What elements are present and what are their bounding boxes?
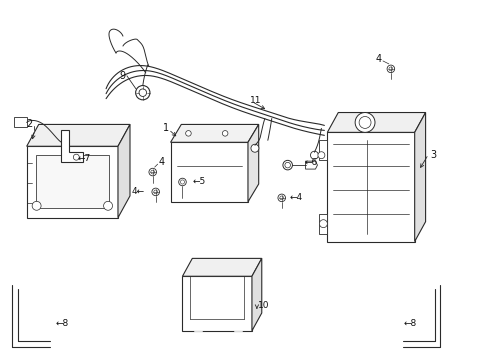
Text: 4←: 4← [132, 188, 145, 197]
Text: 4: 4 [159, 157, 165, 167]
Circle shape [136, 86, 150, 100]
Circle shape [32, 201, 41, 210]
Circle shape [355, 113, 375, 132]
Polygon shape [171, 125, 259, 142]
Circle shape [285, 162, 291, 168]
Polygon shape [319, 214, 327, 234]
Circle shape [179, 178, 186, 186]
Circle shape [318, 152, 325, 159]
Polygon shape [306, 161, 318, 169]
Text: ←4: ←4 [290, 193, 303, 202]
Polygon shape [14, 117, 26, 127]
Polygon shape [26, 125, 130, 146]
Text: ←8: ←8 [404, 319, 417, 328]
Circle shape [251, 144, 259, 152]
Polygon shape [171, 142, 248, 202]
Text: 4: 4 [376, 54, 382, 64]
Polygon shape [26, 146, 118, 218]
Circle shape [359, 117, 371, 129]
Text: 11: 11 [250, 96, 262, 105]
Polygon shape [182, 258, 262, 276]
Text: ←5: ←5 [193, 177, 206, 186]
Circle shape [139, 89, 147, 96]
Text: 1: 1 [163, 123, 169, 134]
Circle shape [74, 154, 79, 160]
Circle shape [280, 196, 284, 200]
Circle shape [151, 170, 155, 174]
Text: 9: 9 [120, 71, 126, 81]
Text: 3: 3 [431, 150, 437, 160]
Circle shape [387, 65, 394, 73]
Polygon shape [61, 130, 83, 162]
Polygon shape [36, 155, 109, 208]
Text: ←7: ←7 [77, 154, 91, 163]
Polygon shape [327, 113, 426, 132]
Polygon shape [252, 258, 262, 331]
Circle shape [311, 151, 319, 159]
Circle shape [152, 188, 159, 196]
Polygon shape [182, 276, 252, 331]
Circle shape [186, 131, 191, 136]
Circle shape [180, 180, 185, 184]
Circle shape [319, 220, 327, 228]
Circle shape [283, 160, 293, 170]
Circle shape [149, 168, 156, 176]
Polygon shape [118, 125, 130, 218]
Polygon shape [327, 132, 415, 242]
Circle shape [154, 190, 158, 194]
Circle shape [389, 67, 393, 71]
Polygon shape [248, 125, 259, 202]
Circle shape [222, 131, 228, 136]
Text: ←6: ←6 [305, 158, 318, 167]
Polygon shape [319, 140, 327, 160]
Text: ←8: ←8 [55, 319, 69, 328]
Text: 10: 10 [258, 301, 270, 310]
Circle shape [103, 201, 113, 210]
Circle shape [278, 194, 286, 202]
Text: 2: 2 [26, 120, 33, 130]
Polygon shape [415, 113, 426, 242]
